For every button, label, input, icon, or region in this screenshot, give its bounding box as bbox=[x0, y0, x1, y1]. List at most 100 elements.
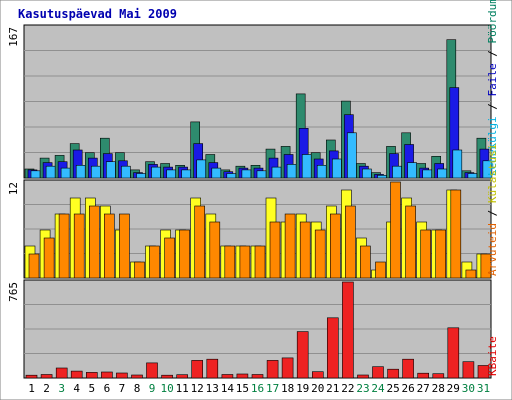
bar-1-3-day-10 bbox=[166, 169, 176, 179]
x-tick-label: 13 bbox=[206, 382, 219, 395]
bar-2-2-day-4 bbox=[73, 213, 85, 279]
legend-separator: / bbox=[486, 97, 499, 117]
x-tick-label: 8 bbox=[134, 382, 141, 395]
bar-3-1-day-2 bbox=[40, 374, 53, 379]
x-tick-label: 4 bbox=[73, 382, 80, 395]
bar-3-1-day-13 bbox=[206, 358, 219, 379]
x-tick-label: 27 bbox=[417, 382, 430, 395]
bar-2-2-day-29 bbox=[450, 189, 462, 279]
bar-2-2-day-9 bbox=[149, 245, 160, 279]
x-tick-label: 5 bbox=[88, 382, 95, 395]
panel-1-legend: Lehekülgi / Faile / Pöördumisi bbox=[486, 0, 499, 176]
bar-2-2-day-7 bbox=[119, 213, 130, 279]
x-tick-label: 18 bbox=[281, 382, 294, 395]
bar-2-2-day-24 bbox=[375, 261, 386, 279]
bar-3-1-day-15 bbox=[236, 373, 249, 379]
bar-2-2-day-27 bbox=[420, 229, 432, 279]
x-tick-label: 7 bbox=[119, 382, 126, 395]
x-tick-label: 26 bbox=[401, 382, 414, 395]
bar-2-2-day-26 bbox=[405, 205, 416, 279]
bar-1-3-day-17 bbox=[271, 166, 282, 179]
bar-3-1-day-27 bbox=[417, 372, 430, 379]
bar-3-1-day-1 bbox=[25, 374, 38, 379]
bar-3-1-day-14 bbox=[221, 374, 234, 379]
bar-3-1-day-7 bbox=[116, 372, 128, 379]
bar-1-3-day-24 bbox=[377, 175, 387, 179]
bar-1-3-day-22 bbox=[347, 132, 357, 179]
panel-2 bbox=[23, 179, 492, 279]
bar-1-3-day-28 bbox=[437, 168, 448, 179]
bar-1-3-day-12 bbox=[196, 159, 206, 179]
x-tick-label: 19 bbox=[296, 382, 309, 395]
bar-3-1-day-31 bbox=[477, 365, 490, 379]
bar-1-3-day-13 bbox=[211, 167, 222, 179]
bar-3-1-day-9 bbox=[146, 362, 158, 379]
bar-2-2-day-30 bbox=[465, 269, 477, 279]
bar-2-2-day-21 bbox=[329, 213, 341, 279]
bar-3-1-day-26 bbox=[402, 358, 414, 379]
bar-3-1-day-5 bbox=[86, 372, 98, 379]
bar-1-3-day-8 bbox=[136, 173, 146, 179]
bar-1-3-day-16 bbox=[256, 170, 267, 179]
bar-1-3-day-20 bbox=[316, 165, 327, 179]
x-tick-label: 3 bbox=[58, 382, 65, 395]
bar-1-3-day-21 bbox=[331, 158, 342, 179]
bar-2-2-day-3 bbox=[58, 213, 70, 279]
bar-3-1-day-22 bbox=[342, 281, 354, 379]
bar-2-2-day-18 bbox=[284, 213, 296, 279]
x-tick-label: 2 bbox=[43, 382, 50, 395]
bar-1-3-day-4 bbox=[75, 165, 86, 179]
x-tick-label: 12 bbox=[191, 382, 204, 395]
bar-1-3-day-23 bbox=[362, 168, 372, 179]
legend-separator: / bbox=[486, 203, 499, 223]
panel-1 bbox=[23, 24, 493, 179]
bar-1-3-day-31 bbox=[482, 160, 493, 179]
bar-2-2-day-8 bbox=[134, 261, 145, 279]
bar-2-2-day-22 bbox=[345, 205, 356, 279]
bar-2-2-day-17 bbox=[269, 221, 281, 279]
bar-1-3-day-6 bbox=[106, 161, 116, 179]
bar-3-1-day-30 bbox=[462, 361, 475, 379]
bar-1-3-day-14 bbox=[226, 173, 237, 179]
x-tick-label: 17 bbox=[266, 382, 279, 395]
bar-2-2-day-6 bbox=[104, 213, 115, 279]
chart-title: Kasutuspäevad Mai 2009 bbox=[18, 7, 177, 21]
bar-2-2-day-19 bbox=[299, 221, 311, 279]
panel-3 bbox=[23, 279, 492, 379]
bar-2-2-day-1 bbox=[28, 253, 40, 279]
x-tick-label: 25 bbox=[386, 382, 399, 395]
bar-1-3-day-15 bbox=[241, 169, 252, 179]
bar-2-2-day-31 bbox=[480, 253, 492, 279]
bar-2-2-day-5 bbox=[89, 205, 100, 279]
x-tick-label: 10 bbox=[160, 382, 173, 395]
bar-3-1-day-16 bbox=[251, 374, 264, 379]
bar-1-3-day-1 bbox=[30, 170, 41, 179]
x-tick-label: 30 bbox=[462, 382, 475, 395]
legend-kbaite: KBaite bbox=[486, 336, 499, 376]
bar-2-2-day-14 bbox=[224, 245, 236, 279]
bar-1-3-day-25 bbox=[392, 165, 402, 179]
bar-3-1-day-12 bbox=[191, 360, 203, 379]
panel-3-legend: KBaite bbox=[486, 336, 499, 376]
panel-1-y-max-label: 167 bbox=[7, 27, 20, 47]
x-axis-labels: 1 2 3 4 5 6 7 8 9 10 11 12 13 14 15 16 17 18 19 20 21 22 23 24 2… bbox=[28, 382, 490, 395]
bar-3-1-day-18 bbox=[281, 357, 294, 379]
bar-3-1-day-20 bbox=[311, 371, 324, 379]
bar-1-3-day-18 bbox=[286, 164, 297, 179]
bar-3-1-day-24 bbox=[372, 366, 384, 379]
bar-2-2-day-15 bbox=[239, 245, 251, 279]
x-tick-label: 20 bbox=[311, 382, 324, 395]
bar-2-2-day-20 bbox=[314, 229, 326, 279]
bar-1-3-day-29 bbox=[452, 149, 463, 179]
x-tick-label: 31 bbox=[477, 382, 490, 395]
bar-2-2-day-28 bbox=[435, 229, 447, 279]
bar-2-2-day-12 bbox=[194, 205, 205, 279]
bar-3-1-day-28 bbox=[432, 373, 445, 379]
bar-2-2-day-13 bbox=[209, 221, 221, 279]
bar-3-1-day-3 bbox=[55, 367, 68, 379]
bar-1-3-day-19 bbox=[301, 154, 312, 179]
legend-separator: / bbox=[486, 44, 499, 64]
x-tick-label: 15 bbox=[236, 382, 249, 395]
bar-2-2-day-16 bbox=[254, 245, 266, 279]
bar-3-1-day-19 bbox=[296, 331, 309, 379]
